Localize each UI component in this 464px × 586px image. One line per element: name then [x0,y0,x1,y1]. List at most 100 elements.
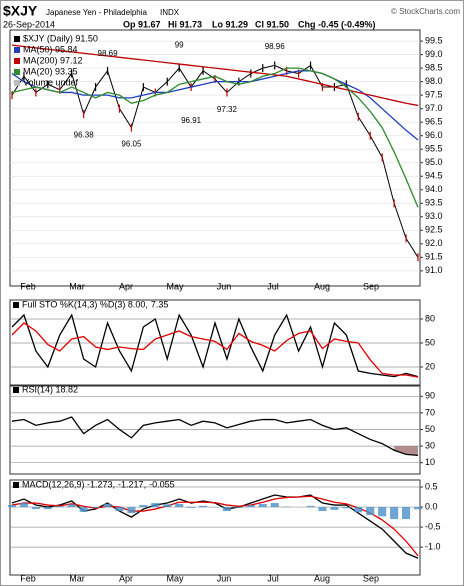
y-tick-label: 0.0 [425,501,438,511]
annotation: 97.32 [217,105,238,114]
series-line [11,313,419,378]
x-tick-label: Jun [217,573,232,583]
y-tick-label: 80 [425,313,435,323]
legend-label: $XJY (Daily) 91.50 [23,33,98,43]
instrument-name: Japanese Yen - Philadelphia [46,8,148,17]
histogram-bar [175,503,184,508]
annotation: 99 [175,41,184,50]
histogram-bar [139,505,148,508]
histogram-bar [222,507,232,512]
y-tick-label: 97.5 [425,90,443,100]
date: 26-Sep-2014 [3,19,55,29]
histogram-bar [151,503,160,508]
legend-swatch [13,387,19,393]
panel-legend-value: 7.35 [151,299,169,309]
histogram-bar [258,503,267,508]
y-tick-label: 50 [425,424,435,434]
series-line [11,416,419,457]
histogram-bar [187,507,196,508]
legend-swatch [14,69,20,75]
histogram-bar [7,505,17,508]
y-tick-label: -1.0 [425,542,441,552]
histogram-bar [91,507,100,508]
histogram-bar [342,507,351,509]
panel-frame [9,29,421,287]
y-tick-label: 97.0 [425,103,443,113]
y-tick-label: 70 [425,407,435,417]
y-tick-label: 96.5 [425,117,443,127]
legend-label: MA(50) 95.84 [23,44,78,54]
y-tick-label: 92.5 [425,225,443,235]
x-tick-label: May [166,573,184,583]
histogram-bar [79,507,88,512]
oversold-fill [394,446,418,456]
x-tick-label: Feb [20,573,36,583]
series-line [11,67,419,208]
histogram-bar [366,507,375,516]
y-tick-label: 96.0 [425,130,443,140]
histogram-bar [246,505,255,508]
x-tick-label: Apr [119,573,133,583]
legend-swatch [13,302,19,308]
y-tick-label: 92.0 [425,238,443,248]
y-tick-label: 93.5 [425,198,443,208]
y-tick-label: 91.5 [425,252,443,262]
close: Cl 91.50 [255,19,289,29]
x-tick-label: Feb [20,281,36,291]
x-tick-label: Aug [314,281,330,291]
panel-legend-value: -0.055 [149,479,175,489]
histogram-bar [31,507,40,510]
histogram-bar [378,507,387,517]
x-tick-label: Jul [267,573,279,583]
histogram-bar [401,507,411,520]
histogram-bar [67,504,76,508]
histogram-bar [103,503,112,508]
exchange: INDX [160,8,180,17]
low: Lo 91.29 [212,19,248,29]
histogram-bar [55,506,64,508]
legend-label: MA(20) 93.35 [23,66,78,76]
histogram-bar [127,507,136,514]
x-tick-label: Jun [217,281,232,291]
y-tick-label: 95.0 [425,157,443,167]
series-line [11,495,419,557]
series-line [11,322,419,378]
histogram-bar [318,507,327,512]
x-tick-label: Sep [363,573,379,583]
histogram-bar [19,503,29,508]
panel-legend: RSI(14) 18.82 [22,384,78,394]
x-tick-label: May [166,281,184,291]
legend-swatch [14,36,20,42]
y-tick-label: 30 [425,440,435,450]
histogram-bar [43,507,52,510]
y-tick-label: 99.5 [425,35,443,45]
panel-legend: Full STO %K(14,3) %D(3) 8.00, [22,299,148,309]
high: Hi 91.73 [168,19,202,29]
histogram-bar [270,503,279,508]
y-tick-label: -0.5 [425,521,441,531]
histogram-bar [234,507,243,508]
y-tick-label: 20 [425,361,435,371]
histogram-bar [413,507,423,510]
y-tick-label: 95.5 [425,144,443,154]
x-tick-label: Jul [267,281,279,291]
legend-swatch [14,47,20,53]
y-tick-label: 98.5 [425,63,443,73]
histogram-bar [163,504,172,508]
histogram-bar [306,505,315,508]
annotation: 96.91 [181,116,202,125]
legend-label: MA(200) 97.12 [23,55,83,65]
y-tick-label: 50 [425,337,435,347]
histogram-bar [330,507,339,510]
legend-label: Volume undef [23,77,79,87]
x-tick-label: Sep [363,281,379,291]
y-tick-label: 90 [425,391,435,401]
x-tick-label: Mar [69,281,85,291]
panel-legend: MACD(12,26,9) -1.273, [22,479,115,489]
x-tick-label: Apr [119,281,133,291]
annotation: 96.05 [121,139,142,148]
series-line [11,70,419,141]
annotation: 98.96 [265,42,286,51]
